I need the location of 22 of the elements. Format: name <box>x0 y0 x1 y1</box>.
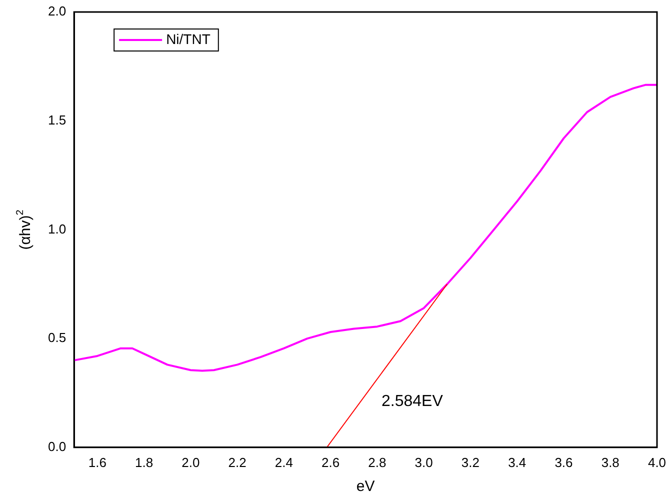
y-tick-label: 0.0 <box>48 438 66 454</box>
x-tick-label: 2.0 <box>182 454 200 470</box>
x-tick-label: 2.2 <box>228 454 246 470</box>
y-tick-label: 1.5 <box>48 112 66 128</box>
y-tick-label: 0.5 <box>48 330 66 346</box>
y-axis-title: (αhv)2 <box>15 209 34 250</box>
annotation: 2.584EV <box>381 393 444 410</box>
x-tick-label: 2.6 <box>322 454 340 470</box>
x-tick-label: 2.8 <box>368 454 386 470</box>
x-tick-label: 1.6 <box>88 454 106 470</box>
x-tick-label: 3.6 <box>554 454 573 470</box>
y-tick-label: 1.0 <box>48 221 66 236</box>
x-tick-label: 2.4 <box>274 454 293 470</box>
x-tick-label: 3.2 <box>461 454 480 470</box>
x-tick-label: 3.8 <box>601 454 620 470</box>
x-tick-label: 1.8 <box>134 454 154 470</box>
x-axis-title: eV <box>356 478 375 495</box>
y-tick-label: 2.0 <box>48 4 66 19</box>
legend-label: Ni/TNT <box>166 30 211 47</box>
x-tick-label: 3.0 <box>414 454 433 470</box>
x-tick-label: 4.0 <box>648 454 666 470</box>
x-tick-label: 3.4 <box>508 454 526 470</box>
